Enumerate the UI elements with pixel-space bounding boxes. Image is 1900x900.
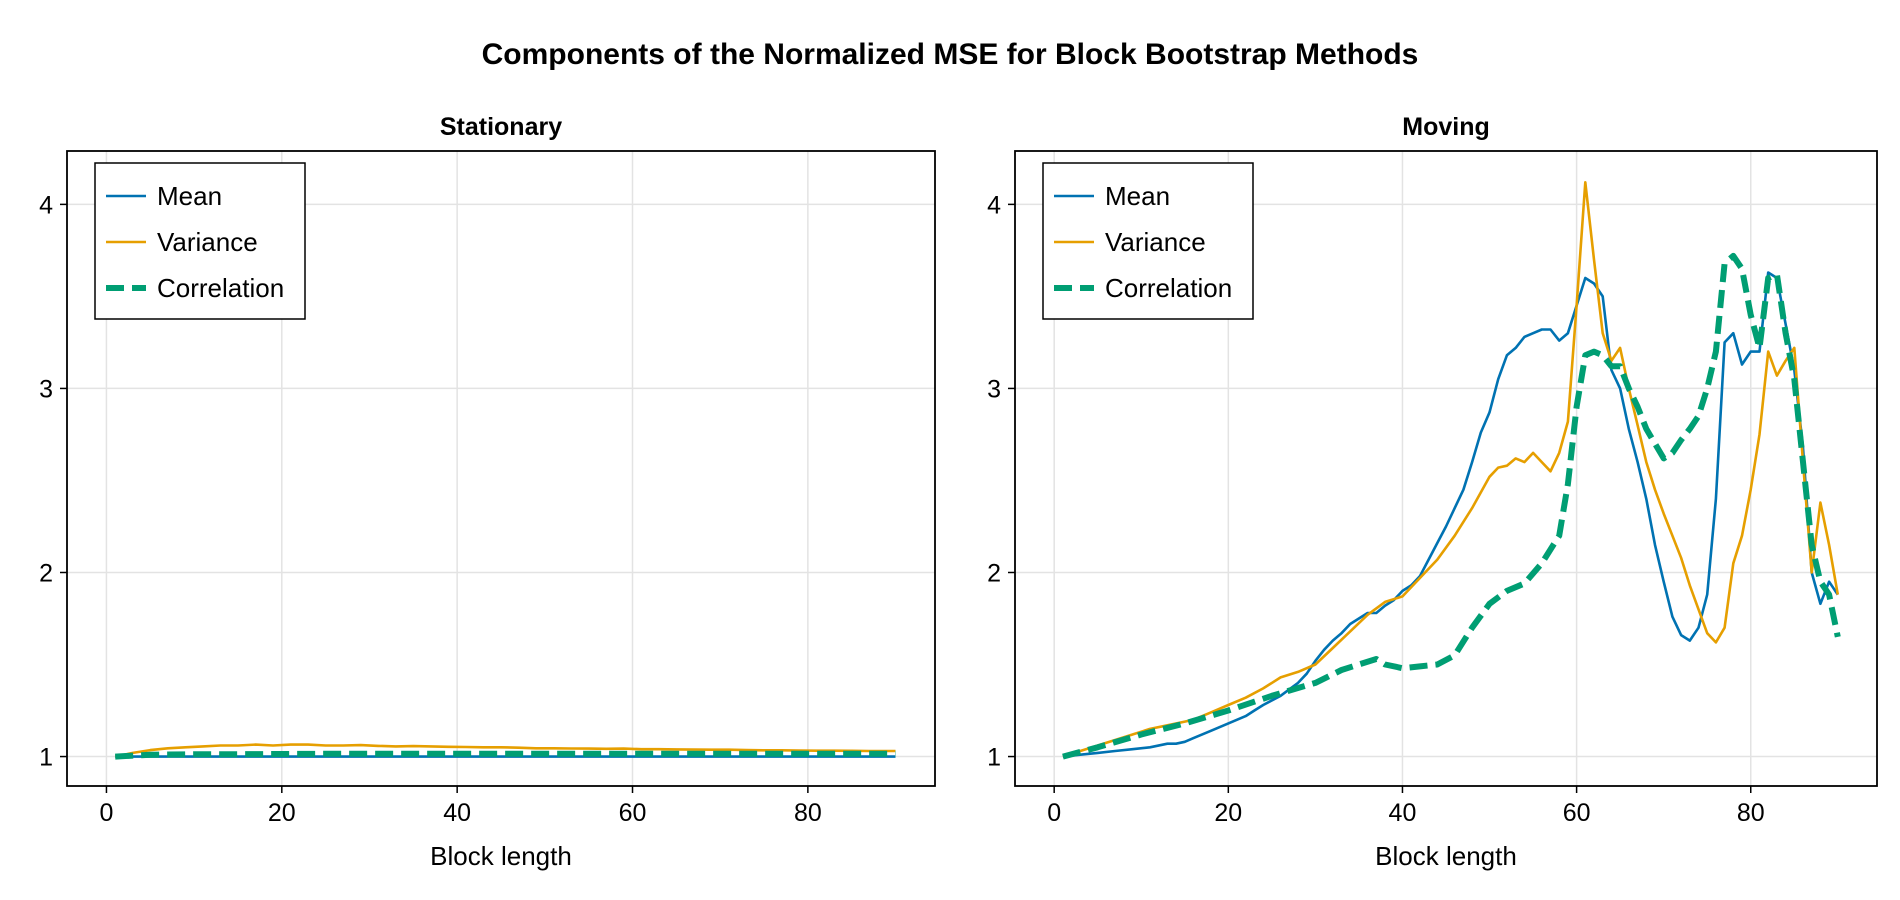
legend-label-correlation: Correlation: [157, 273, 284, 303]
y-tick-label: 3: [39, 375, 53, 403]
series-line-correlation: [1062, 252, 1841, 760]
x-tick-label: 40: [443, 799, 471, 827]
axes-frame: [66, 150, 936, 787]
legend-label-mean: Mean: [1105, 181, 1170, 211]
x-tick-label: 0: [1047, 799, 1061, 827]
legend: Mean Variance Correlation: [94, 162, 306, 320]
series-line-variance: [114, 743, 896, 758]
x-tick-label: 0: [100, 799, 114, 827]
x-tick-label: 80: [794, 799, 822, 827]
x-tick-label: 60: [619, 799, 647, 827]
x-tick-label: 40: [1389, 799, 1417, 827]
y-tick-label: 4: [39, 191, 53, 219]
panel-moving: Moving 0 20 40 60 80 1 2 3 4 Block length Mean Varia…: [987, 113, 1878, 871]
y-tick-label: 4: [987, 191, 1001, 219]
x-tick-label: 60: [1563, 799, 1591, 827]
legend-label-correlation: Correlation: [1105, 273, 1232, 303]
x-tick-label: 80: [1737, 799, 1765, 827]
y-tick-label: 2: [987, 559, 1001, 587]
x-axis-label: Block length: [1375, 841, 1517, 871]
legend-label-variance: Variance: [157, 227, 258, 257]
panel-stationary: Stationary 0 20 40 60 80 1 2 3 4 Block length Mean V…: [39, 113, 936, 871]
legend-label-variance: Variance: [1105, 227, 1206, 257]
y-tick-label: 1: [39, 744, 53, 772]
series-line-correlation: [115, 750, 896, 760]
figure-title: Components of the Normalized MSE for Blo…: [482, 38, 1419, 71]
y-tick-label: 1: [987, 744, 1001, 772]
series-line-variance: [1062, 181, 1840, 758]
x-tick-label: 20: [268, 799, 296, 827]
panel-title: Stationary: [440, 113, 562, 141]
x-tick-label: 20: [1214, 799, 1242, 827]
series-line-mean: [1062, 271, 1839, 758]
y-tick-label: 3: [987, 375, 1001, 403]
x-axis-label: Block length: [430, 841, 572, 871]
legend-label-mean: Mean: [157, 181, 222, 211]
legend: Mean Variance Correlation: [1042, 162, 1254, 320]
panel-title: Moving: [1402, 113, 1490, 141]
axes-frame: [1014, 150, 1878, 787]
y-tick-label: 2: [39, 559, 53, 587]
